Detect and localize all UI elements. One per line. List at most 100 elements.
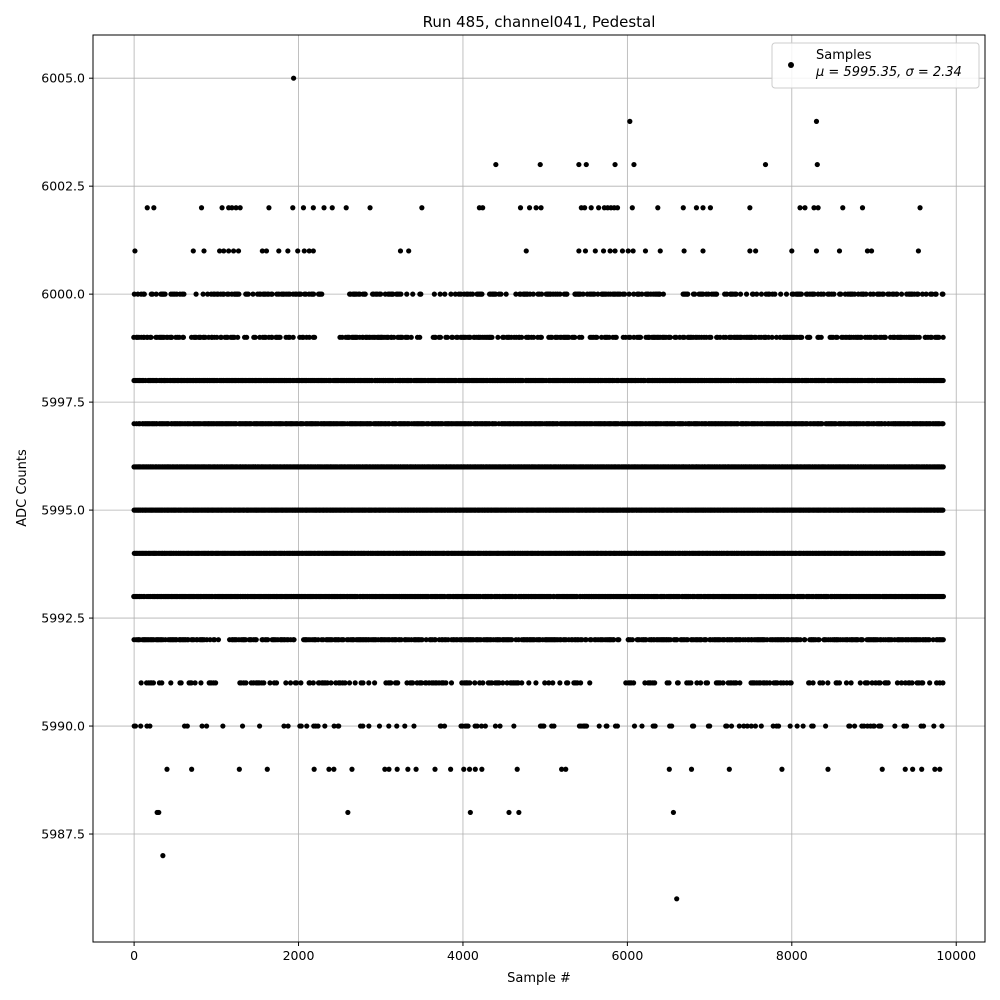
data-point	[253, 637, 259, 643]
data-point	[391, 334, 397, 340]
data-point	[235, 248, 242, 254]
data-point	[919, 291, 926, 297]
data-point	[156, 809, 162, 816]
data-point	[733, 291, 739, 297]
data-point	[820, 291, 827, 297]
data-point	[619, 248, 626, 254]
data-point	[614, 205, 621, 211]
data-point	[606, 334, 612, 340]
data-point	[937, 766, 943, 772]
data-point	[779, 766, 785, 772]
data-point	[940, 593, 947, 600]
data-point	[432, 334, 439, 340]
data-point	[215, 637, 222, 643]
data-point	[394, 766, 400, 772]
data-point	[818, 334, 824, 340]
data-point	[290, 205, 296, 211]
data-point	[747, 205, 753, 211]
data-point	[758, 291, 765, 297]
data-point	[670, 809, 677, 816]
data-point	[276, 248, 282, 254]
data-point	[506, 809, 512, 816]
data-point	[233, 205, 239, 211]
data-point	[576, 161, 582, 168]
data-point	[538, 205, 544, 211]
data-point	[321, 205, 327, 211]
data-point	[612, 161, 618, 168]
data-point	[236, 291, 242, 297]
data-point	[622, 291, 628, 297]
data-point	[201, 248, 207, 254]
data-point	[582, 205, 588, 211]
data-point	[444, 334, 450, 340]
grid-lines	[93, 35, 985, 942]
data-point	[277, 334, 283, 340]
data-point	[181, 291, 187, 297]
data-point	[630, 248, 636, 254]
data-point	[657, 291, 663, 297]
data-point	[237, 205, 243, 211]
data-point	[685, 291, 691, 297]
data-point	[469, 291, 476, 297]
data-point	[349, 766, 355, 772]
data-point	[917, 205, 923, 211]
data-point	[836, 248, 843, 254]
data-point	[815, 205, 821, 211]
data-point	[637, 334, 644, 340]
data-point	[743, 291, 750, 297]
data-point	[831, 291, 837, 297]
data-point	[674, 896, 680, 902]
data-point	[132, 248, 138, 254]
data-point	[940, 421, 946, 427]
data-point	[310, 205, 316, 211]
data-point	[713, 291, 720, 297]
data-point	[754, 291, 760, 297]
data-point	[940, 377, 946, 384]
data-point	[940, 550, 946, 556]
data-point	[219, 205, 225, 211]
data-point	[811, 205, 817, 211]
data-point	[813, 248, 820, 254]
data-point	[418, 291, 424, 297]
data-point	[326, 766, 332, 772]
data-point	[607, 248, 613, 254]
data-point	[467, 334, 473, 340]
data-point	[530, 291, 536, 297]
data-point	[595, 291, 601, 297]
data-point	[442, 291, 448, 297]
data-point	[840, 205, 846, 211]
data-point	[153, 291, 159, 297]
data-point	[189, 766, 195, 772]
data-point	[432, 766, 438, 772]
data-point	[148, 334, 154, 340]
data-point	[932, 766, 938, 772]
data-point	[472, 766, 478, 772]
data-point	[563, 766, 569, 772]
data-point	[493, 161, 499, 168]
data-point	[724, 291, 730, 297]
data-point	[467, 809, 473, 816]
data-point	[811, 291, 817, 297]
data-point	[667, 334, 674, 340]
data-point	[625, 248, 631, 254]
data-point	[398, 291, 404, 297]
data-point	[923, 291, 929, 297]
data-point	[523, 248, 529, 254]
data-point	[526, 205, 533, 211]
data-point	[666, 766, 672, 772]
data-point	[916, 334, 922, 340]
data-point	[639, 291, 645, 297]
data-point	[707, 205, 714, 211]
data-point	[902, 766, 908, 772]
data-point	[413, 766, 419, 772]
data-point	[915, 248, 922, 254]
data-point	[269, 291, 275, 297]
data-point	[419, 205, 425, 211]
data-point	[753, 248, 759, 254]
data-point	[594, 334, 600, 340]
data-point	[367, 205, 373, 211]
data-point	[362, 291, 368, 297]
data-point	[250, 291, 256, 297]
data-point	[798, 291, 805, 297]
data-point	[933, 291, 939, 297]
